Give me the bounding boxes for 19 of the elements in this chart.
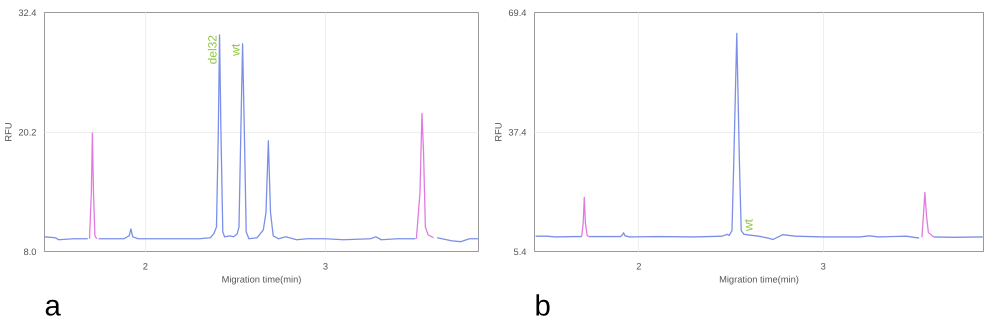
y-tick-label: 32.4: [18, 8, 36, 18]
x-tick-label: 3: [820, 262, 826, 272]
y-tick-label: 37.4: [508, 128, 526, 138]
annotation: wt: [742, 218, 756, 232]
annotation: del32: [206, 34, 220, 64]
text: b: [534, 290, 551, 322]
text: a: [44, 290, 62, 322]
y-tick-label: 8.0: [24, 247, 36, 257]
y-tick-label: 69.4: [508, 8, 526, 18]
y-axis-title: RFU: [3, 122, 14, 142]
y-tick-label: 5.4: [514, 247, 526, 257]
x-axis-title: Migration time(min): [222, 274, 302, 284]
x-tick-label: 2: [636, 262, 642, 272]
x-tick-label: 2: [142, 262, 148, 272]
annotation: wt: [228, 43, 243, 57]
y-axis-title: RFU: [493, 122, 504, 142]
x-tick-label: 3: [322, 262, 328, 272]
x-axis-title: Migration time(min): [719, 274, 799, 284]
y-tick-label: 20.2: [18, 128, 36, 138]
